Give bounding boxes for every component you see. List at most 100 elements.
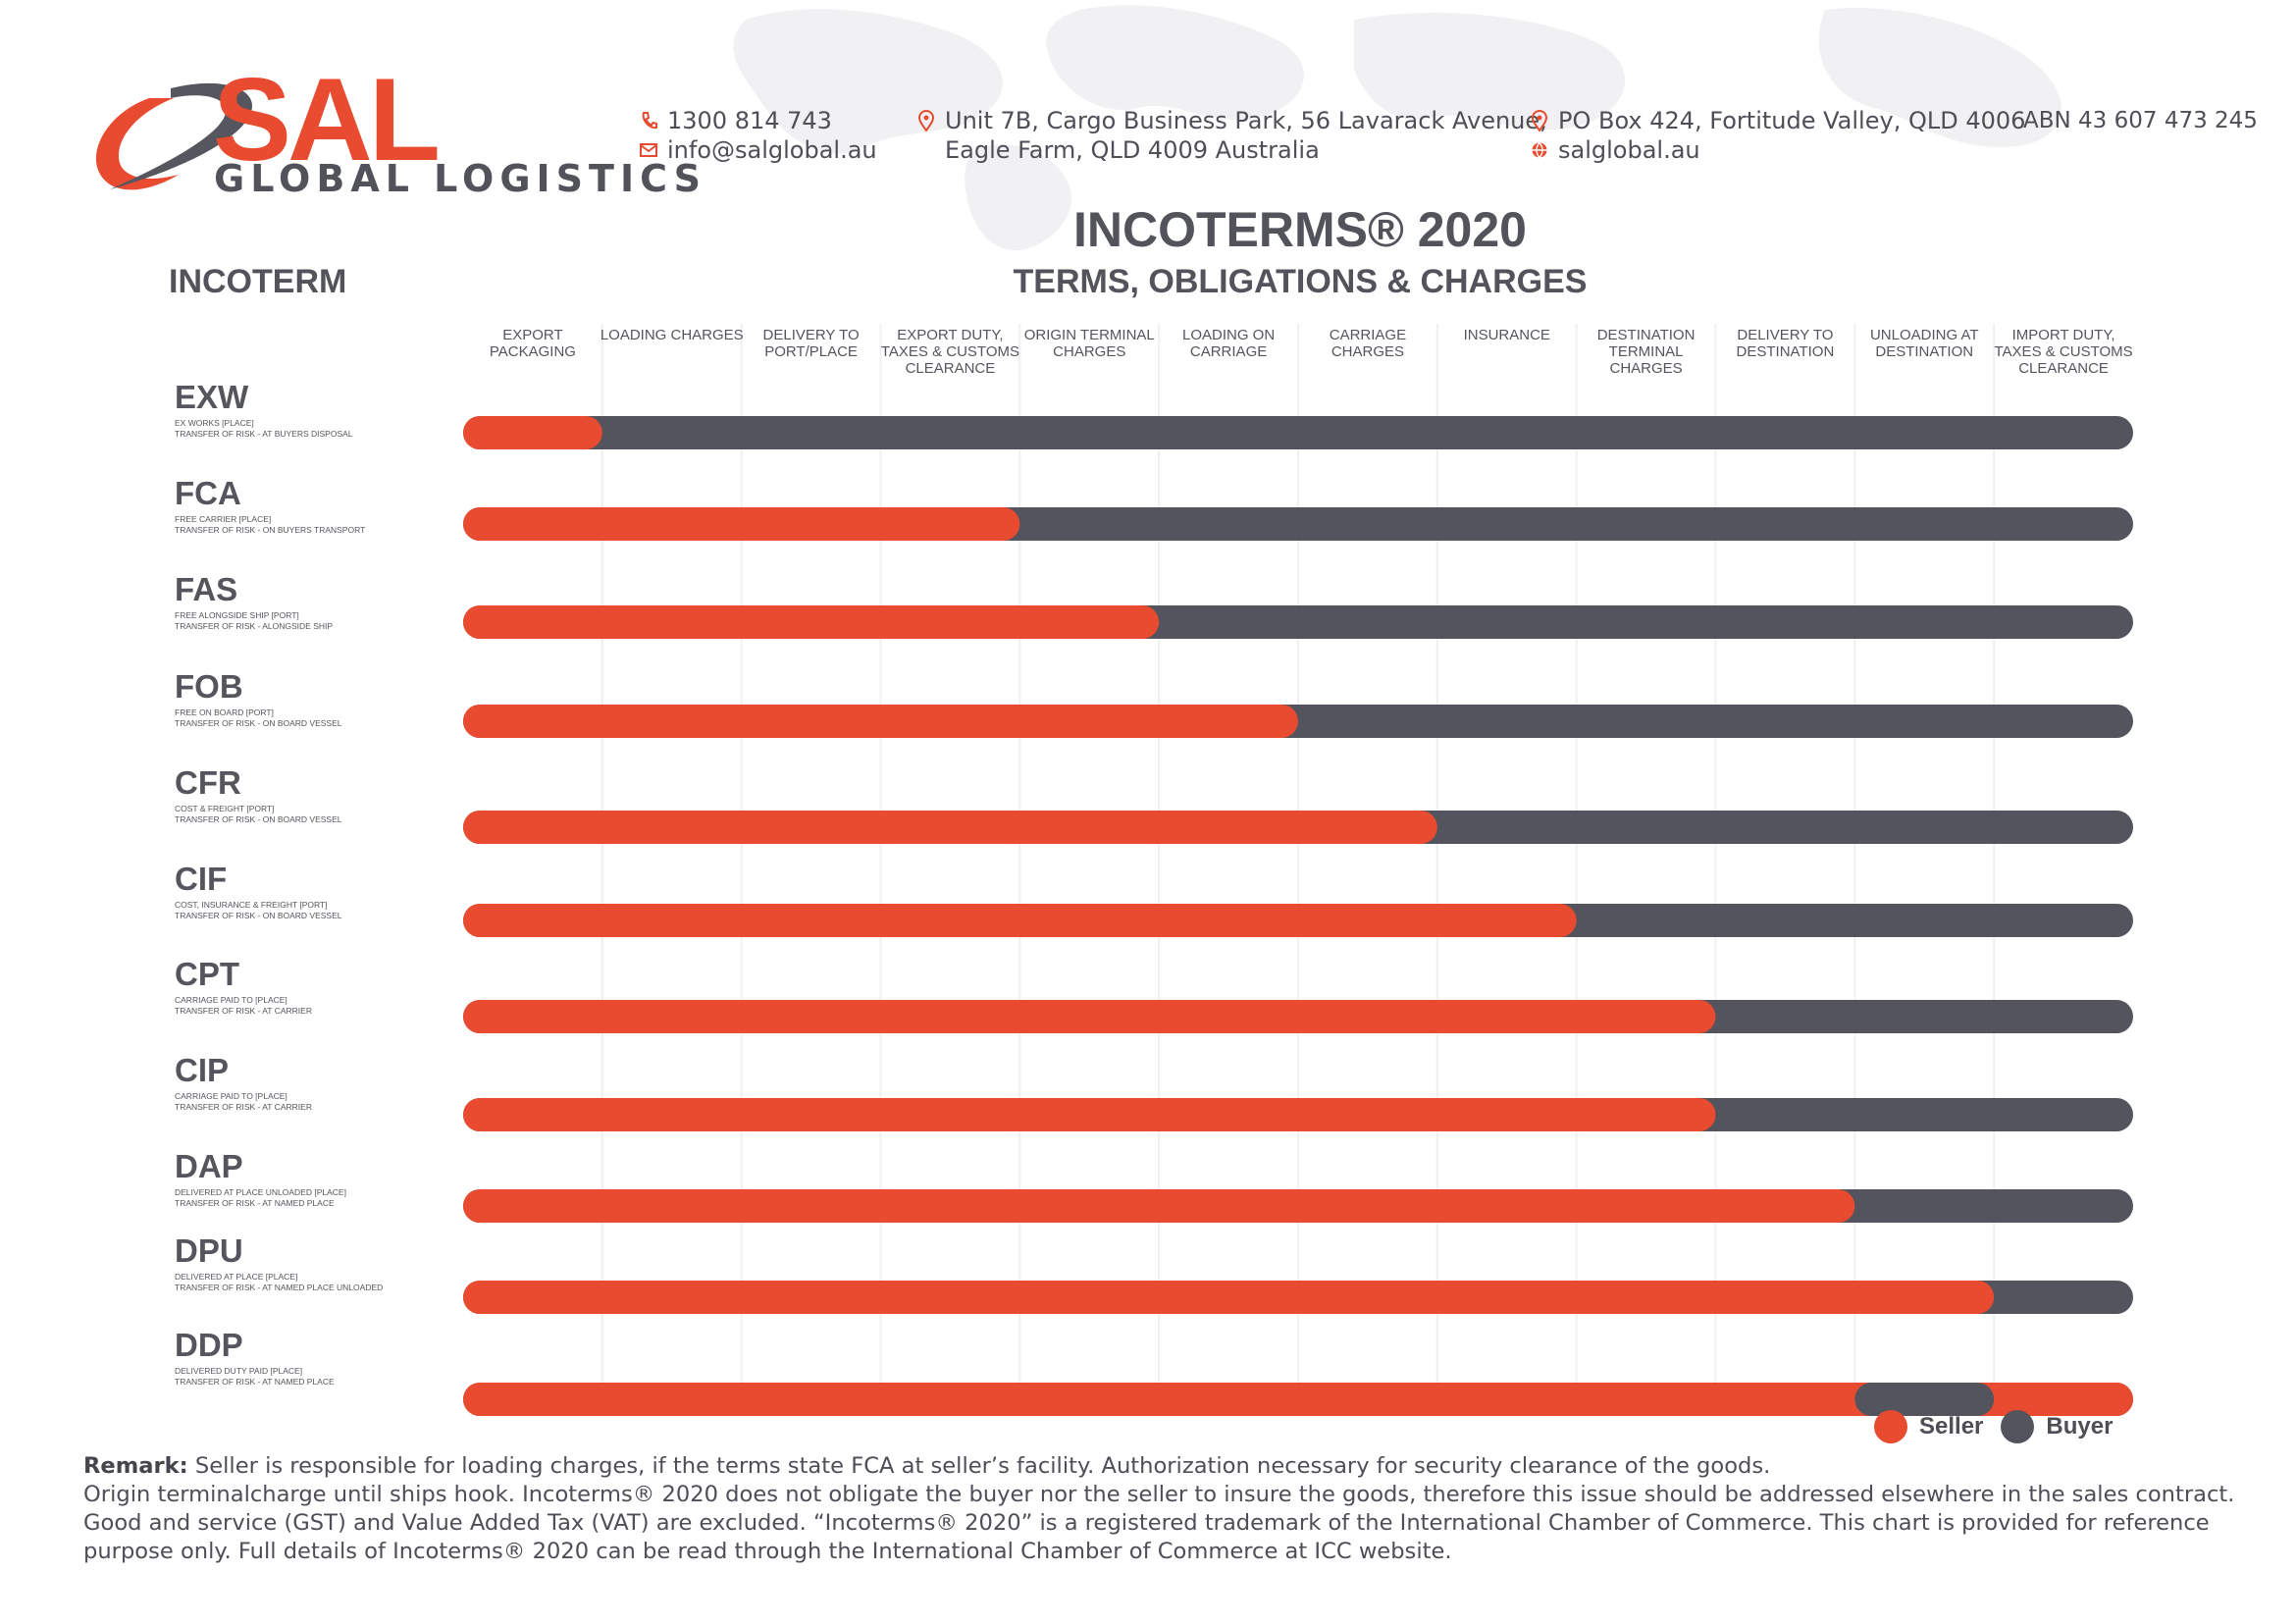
- chart-legend: Seller Buyer: [1874, 1410, 2113, 1443]
- chart-subtitle: TERMS, OBLIGATIONS & CHARGES: [1013, 263, 1588, 300]
- incoterm-column-header: INCOTERM: [169, 263, 347, 300]
- column-header-label: DELIVERY TO: [1737, 327, 1833, 343]
- globe-icon: [1532, 142, 1547, 159]
- location-pin-icon: [917, 110, 935, 131]
- seller-bar: [463, 1281, 1995, 1314]
- incoterm-description: DELIVERED AT PLACE UNLOADED [PLACE]: [175, 1187, 346, 1197]
- seller-bar: [463, 605, 1160, 639]
- phone-number[interactable]: 1300 814 743: [667, 107, 832, 134]
- remark-block: Remark: Seller is responsible for loadin…: [83, 1452, 2242, 1566]
- seller-bar: [463, 1383, 2133, 1416]
- po-box: PO Box 424, Fortitude Valley, QLD 4006: [1558, 107, 2026, 134]
- incoterm-description: EX WORKS [PLACE]: [175, 418, 254, 428]
- incoterm-code: FCA: [175, 475, 241, 511]
- incoterm-code: CIP: [175, 1052, 229, 1088]
- incoterm-code: DDP: [175, 1327, 243, 1363]
- incoterm-code: EXW: [175, 379, 249, 415]
- incoterm-description: FREE ON BOARD [PORT]: [175, 707, 274, 717]
- column-header-label: CARRIAGE: [1330, 327, 1406, 343]
- column-header-label: PACKAGING: [490, 343, 576, 360]
- seller-bar: [463, 904, 1577, 937]
- seller-bar: [463, 811, 1437, 844]
- column-header-label: TERMINAL: [1609, 343, 1684, 360]
- column-header-label: CHARGES: [1053, 343, 1125, 360]
- column-header-label: DESTINATION: [1875, 343, 1973, 360]
- column-header-label: EXPORT: [502, 327, 562, 343]
- incoterm-risk-transfer: TRANSFER OF RISK - AT CARRIER: [175, 1102, 312, 1112]
- column-header-label: CHARGES: [1609, 360, 1682, 377]
- column-header-label: TAXES & CUSTOMS: [881, 343, 1019, 360]
- column-header-label: TAXES & CUSTOMS: [1995, 343, 2133, 360]
- column-header-label: IMPORT DUTY,: [2012, 327, 2115, 343]
- contact-postal-web: PO Box 424, Fortitude Valley, QLD 4006 s…: [1531, 106, 2025, 165]
- email-icon: [640, 143, 657, 157]
- incoterm-risk-transfer: TRANSFER OF RISK - AT NAMED PLACE UNLOAD…: [175, 1283, 383, 1292]
- incoterm-code: CFR: [175, 764, 241, 801]
- incoterm-risk-transfer: TRANSFER OF RISK - ON BOARD VESSEL: [175, 911, 342, 920]
- incoterm-code: DPU: [175, 1232, 243, 1269]
- column-header-label: LOADING CHARGES: [600, 327, 744, 343]
- incoterm-code: CIF: [175, 861, 227, 897]
- incoterm-risk-transfer: TRANSFER OF RISK - AT NAMED PLACE: [175, 1198, 335, 1208]
- incoterm-risk-transfer: TRANSFER OF RISK - ON BUYERS TRANSPORT: [175, 525, 365, 535]
- sal-logo: SAL: [95, 77, 442, 190]
- incoterm-risk-transfer: TRANSFER OF RISK - AT NAMED PLACE: [175, 1377, 335, 1387]
- incoterm-description: FREE CARRIER [PLACE]: [175, 514, 271, 524]
- buyer-segment: [1854, 1383, 1995, 1416]
- seller-bar: [463, 1098, 1716, 1131]
- seller-bar: [463, 416, 602, 449]
- incoterm-risk-transfer: TRANSFER OF RISK - AT BUYERS DISPOSAL: [175, 429, 353, 439]
- contact-phone-email: 1300 814 743 info@salglobal.au: [640, 106, 877, 165]
- legend-buyer-swatch: [2001, 1410, 2035, 1443]
- phone-icon: [642, 112, 657, 130]
- seller-bar: [463, 507, 1020, 541]
- logo-tagline: GLOBAL LOGISTICS: [214, 157, 707, 200]
- column-header-label: INSURANCE: [1464, 327, 1550, 343]
- column-header-label: PORT/PLACE: [764, 343, 858, 360]
- buyer-bar: [463, 416, 2133, 449]
- column-header-label: LOADING ON: [1182, 327, 1275, 343]
- legend-seller-label: Seller: [1919, 1413, 1984, 1440]
- remark-label: Remark:: [83, 1453, 188, 1479]
- address-line2: Eagle Farm, QLD 4009 Australia: [945, 136, 1320, 164]
- column-header-label: CHARGES: [1331, 343, 1404, 360]
- world-map-background: [733, 5, 2061, 251]
- seller-bar: [463, 1189, 1855, 1223]
- incoterm-risk-transfer: TRANSFER OF RISK - AT CARRIER: [175, 1006, 312, 1016]
- abn-number: ABN 43 607 473 245: [2023, 108, 2258, 133]
- incoterm-description: FREE ALONGSIDE SHIP [PORT]: [175, 610, 299, 620]
- column-header-label: DESTINATION: [1737, 343, 1835, 360]
- incoterm-code: CPT: [175, 956, 239, 992]
- remark-line2: Origin terminalcharge until ships hook. …: [83, 1482, 2235, 1507]
- email-address[interactable]: info@salglobal.au: [667, 136, 877, 164]
- column-header-label: DELIVERY TO: [763, 327, 860, 343]
- remark-line4: purpose only. Full details of Incoterms®…: [83, 1539, 1452, 1564]
- column-header-label: EXPORT DUTY,: [897, 327, 1003, 343]
- column-header-label: ORIGIN TERMINAL: [1024, 327, 1155, 343]
- remark-line1: Seller is responsible for loading charge…: [187, 1453, 1771, 1479]
- incoterm-description: DELIVERED AT PLACE [PLACE]: [175, 1272, 297, 1282]
- incoterm-risk-transfer: TRANSFER OF RISK - ON BOARD VESSEL: [175, 718, 342, 728]
- website-link[interactable]: salglobal.au: [1558, 136, 1700, 164]
- incoterm-description: CARRIAGE PAID TO [PLACE]: [175, 995, 287, 1005]
- column-header-label: UNLOADING AT: [1870, 327, 1979, 343]
- logo-wordmark: SAL: [213, 77, 438, 185]
- seller-bar: [463, 705, 1298, 738]
- incoterm-description: COST & FREIGHT [PORT]: [175, 804, 275, 813]
- incoterm-description: COST, INSURANCE & FREIGHT [PORT]: [175, 900, 328, 910]
- incoterm-code: FAS: [175, 571, 237, 607]
- address-line1: Unit 7B, Cargo Business Park, 56 Lavarac…: [945, 107, 1547, 134]
- contact-address: Unit 7B, Cargo Business Park, 56 Lavarac…: [917, 106, 1547, 165]
- column-header-label: CLEARANCE: [2018, 360, 2109, 377]
- seller-bar: [463, 1000, 1716, 1033]
- legend-seller-swatch: [1874, 1410, 1907, 1443]
- incoterm-risk-transfer: TRANSFER OF RISK - ALONGSIDE SHIP: [175, 621, 333, 631]
- incoterm-code: DAP: [175, 1148, 243, 1184]
- incoterm-risk-transfer: TRANSFER OF RISK - ON BOARD VESSEL: [175, 814, 342, 824]
- column-header-label: CARRIAGE: [1190, 343, 1267, 360]
- location-pin-icon: [1531, 110, 1548, 131]
- column-header-label: CLEARANCE: [906, 360, 996, 377]
- column-header-label: DESTINATION: [1597, 327, 1696, 343]
- incoterm-code: FOB: [175, 668, 243, 705]
- legend-seller: Seller: [1874, 1410, 1983, 1443]
